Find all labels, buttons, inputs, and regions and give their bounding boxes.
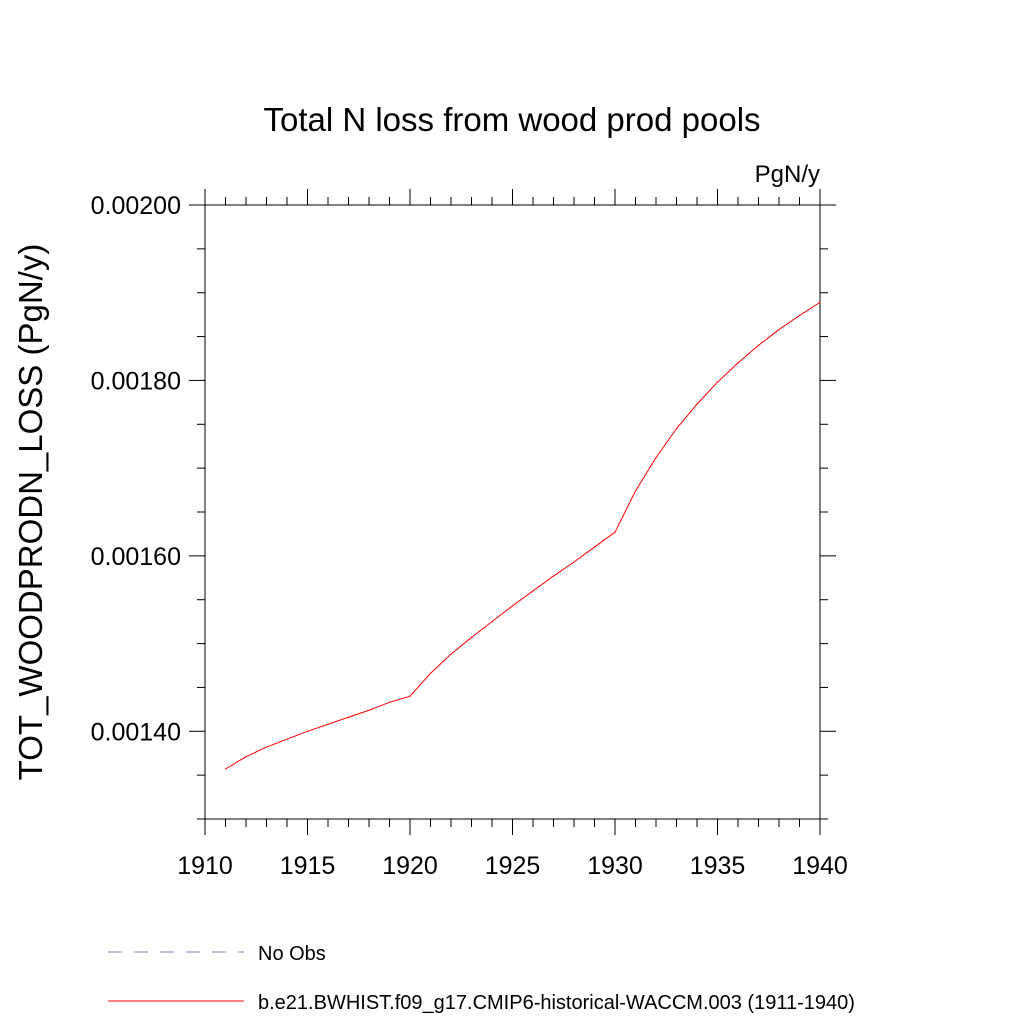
series-layer [224,301,821,770]
data-point [716,381,719,383]
y-tick-label: 0.00160 [91,543,181,571]
data-point [655,457,657,459]
data-point [798,314,801,317]
data-point [696,403,698,405]
data-point [306,730,309,732]
series-line [225,301,821,770]
data-point [511,605,514,607]
legend-label: No Obs [258,943,326,965]
x-tick-label: 1935 [690,852,746,880]
data-point [573,561,575,563]
axis-ticks [189,189,836,835]
data-point [327,723,329,725]
data-point [286,738,288,740]
plot-frame [204,204,821,820]
legend-label: b.e21.BWHIST.f09_g17.CMIP6-historical-WA… [258,992,855,1014]
y-tick-label: 0.00180 [91,367,181,395]
y-tick-label: 0.00140 [91,718,181,746]
data-point [532,590,534,592]
data-point [737,362,739,364]
tick-labels: 0.00140 0.00160 0.00180 0.00200 1910 1915 1920… [91,192,848,880]
data-point [552,575,555,577]
legend: No Obs b.e21.BWHIST.f09_g17.CMIP6-histori… [108,943,855,1014]
data-point [675,428,678,430]
x-tick-label: 1915 [280,852,336,880]
data-point [265,746,268,748]
x-tick-label: 1940 [792,852,848,880]
data-point [245,756,247,758]
data-point [347,716,350,718]
x-tick-label: 1920 [382,852,438,880]
data-point [368,709,370,711]
data-point [470,636,473,639]
data-point [409,695,411,697]
x-tick-label: 1925 [485,852,541,880]
y-tick-label: 0.00200 [91,192,181,220]
x-tick-label: 1910 [177,852,233,880]
data-point [388,701,391,703]
chart-title: Total N loss from wood prod pools [263,101,760,138]
data-point [593,546,596,548]
data-point [491,621,493,623]
data-point [224,768,227,770]
x-tick-label: 1930 [587,852,643,880]
units-label: PgN/y [755,161,820,188]
y-axis-label: TOT_WOODPRODN_LOSS (PgN/y) [12,244,49,781]
data-point [757,344,760,346]
data-point [778,328,780,331]
data-point [819,301,821,303]
data-point [614,531,616,533]
data-point [429,672,432,674]
data-point [450,653,452,655]
data-point [634,490,637,492]
